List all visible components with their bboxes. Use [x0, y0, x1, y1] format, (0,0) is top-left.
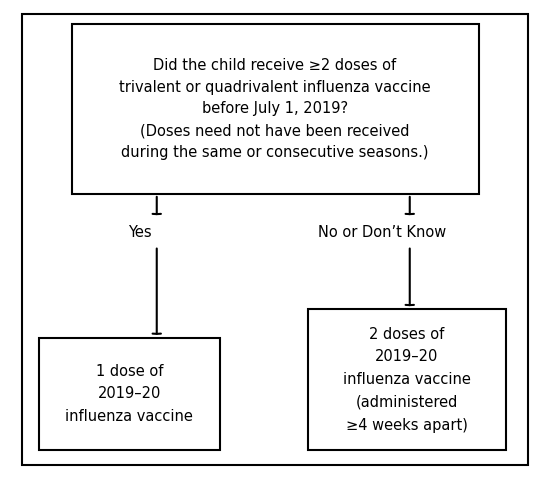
Text: 2 doses of
2019–20
influenza vaccine
(administered
≥4 weeks apart): 2 doses of 2019–20 influenza vaccine (ad…	[343, 327, 471, 433]
Bar	[39, 338, 220, 450]
Text: No or Don’t Know: No or Don’t Know	[318, 225, 447, 240]
Bar	[308, 309, 506, 450]
Bar	[72, 24, 478, 194]
Text: Yes: Yes	[129, 225, 152, 240]
Text: 1 dose of
2019–20
influenza vaccine: 1 dose of 2019–20 influenza vaccine	[65, 364, 193, 424]
Text: Did the child receive ≥2 doses of
trivalent or quadrivalent influenza vaccine
be: Did the child receive ≥2 doses of trival…	[119, 58, 431, 160]
